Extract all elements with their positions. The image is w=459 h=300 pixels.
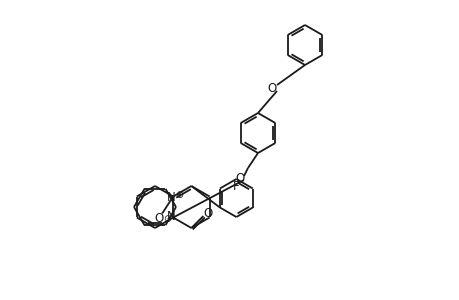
Text: O: O	[203, 208, 213, 220]
Text: O: O	[267, 82, 276, 94]
Text: F: F	[233, 181, 239, 194]
Text: N: N	[167, 191, 175, 204]
Text: O: O	[154, 212, 163, 225]
Text: O: O	[235, 172, 244, 184]
Text: ⊕: ⊕	[175, 190, 183, 200]
Text: ⊙: ⊙	[163, 214, 171, 224]
Text: N: N	[167, 210, 175, 223]
